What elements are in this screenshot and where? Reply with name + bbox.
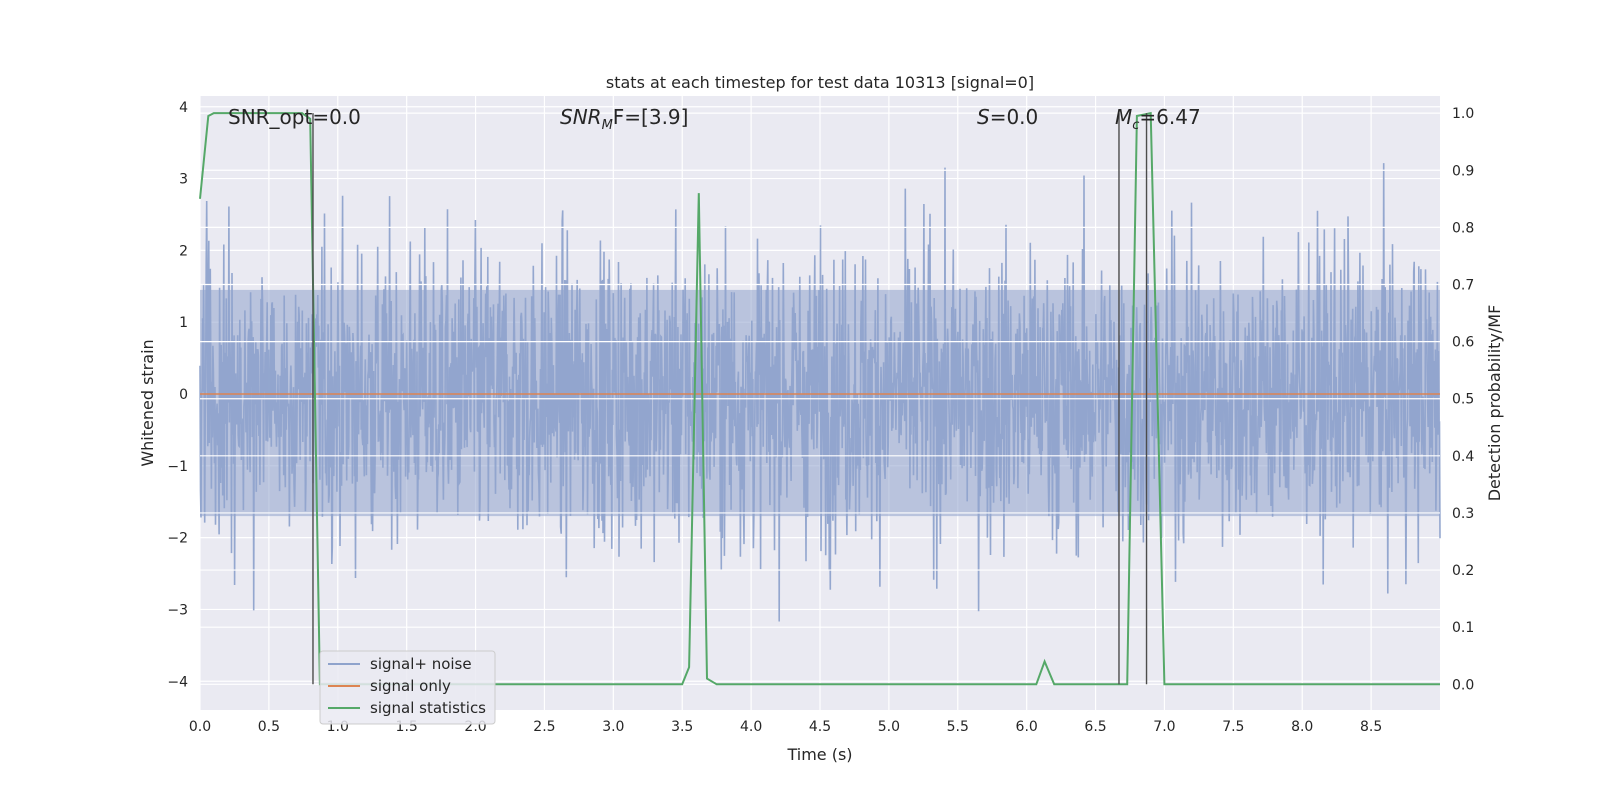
legend-label-signal: signal only bbox=[370, 677, 451, 695]
legend-label-statistics: signal statistics bbox=[370, 699, 486, 717]
y-tick-labels: 4 3 2 1 0 −1 −2 −3 −4 bbox=[167, 100, 188, 691]
y-tick-label: 1 bbox=[179, 315, 188, 331]
x-tick-label: 6.5 bbox=[1084, 719, 1106, 735]
y-tick-label: 0 bbox=[179, 387, 188, 403]
chart-title: stats at each timestep for test data 103… bbox=[606, 73, 1034, 92]
y-tick-label: 4 bbox=[179, 100, 188, 116]
y-tick-label: −1 bbox=[167, 459, 188, 475]
y2-tick-label: 0.5 bbox=[1452, 392, 1474, 408]
annotation-mc: Mc=6.47 bbox=[1115, 105, 1201, 133]
x-tick-label: 4.0 bbox=[740, 719, 762, 735]
x-tick-label: 3.5 bbox=[671, 719, 693, 735]
y2-tick-label: 0.0 bbox=[1452, 677, 1474, 693]
y2-tick-label: 0.4 bbox=[1452, 449, 1474, 465]
y2-tick-label: 0.6 bbox=[1452, 335, 1474, 351]
y2-tick-label: 0.9 bbox=[1452, 163, 1474, 179]
y2-tick-label: 0.2 bbox=[1452, 563, 1474, 579]
x-tick-label: 2.5 bbox=[533, 719, 555, 735]
y-tick-label: −4 bbox=[167, 674, 188, 690]
y2-tick-label: 0.7 bbox=[1452, 277, 1474, 293]
annotations: SNR_opt=0.0 SNRMF=[3.9] S=0.0 Mc=6.47 bbox=[228, 105, 1201, 133]
x-tick-label: 8.5 bbox=[1360, 719, 1382, 735]
legend-label-noise: signal+ noise bbox=[370, 655, 472, 673]
annotation-s: S=0.0 bbox=[977, 105, 1038, 129]
annotation-snr-mf: SNRMF=[3.9] bbox=[560, 105, 688, 133]
signal-noise-series bbox=[199, 163, 1441, 622]
x-tick-label: 8.0 bbox=[1291, 719, 1313, 735]
y2-axis-label: Detection probability/MF bbox=[1485, 305, 1504, 502]
x-tick-label: 5.0 bbox=[878, 719, 900, 735]
y2-tick-label: 0.1 bbox=[1452, 620, 1474, 636]
y2-tick-labels: 1.0 0.9 0.8 0.7 0.6 0.5 0.4 0.3 0.2 0.1 0.0 bbox=[1452, 106, 1474, 693]
y-tick-label: 2 bbox=[179, 243, 188, 259]
legend-box bbox=[319, 650, 496, 725]
y2-tick-label: 0.3 bbox=[1452, 506, 1474, 522]
x-tick-labels: 0.0 0.5 1.0 1.5 2.0 2.5 3.0 3.5 4.0 4.5 5.0 5.5 6.0 6… bbox=[189, 719, 1382, 735]
x-tick-label: 5.5 bbox=[947, 719, 969, 735]
x-tick-label: 0.5 bbox=[258, 719, 280, 735]
signal-statistics-line bbox=[199, 111, 1440, 686]
legend: signal+ noise signal only signal statist… bbox=[319, 650, 496, 725]
x-tick-label: 0.0 bbox=[189, 719, 211, 735]
series-lines bbox=[199, 111, 1440, 686]
x-tick-label: 7.0 bbox=[1153, 719, 1175, 735]
y-tick-label: −2 bbox=[167, 531, 188, 547]
y2-tick-label: 1.0 bbox=[1452, 106, 1474, 122]
x-axis-label: Time (s) bbox=[786, 745, 852, 764]
y-axis-label: Whitened strain bbox=[138, 339, 157, 466]
y2-tick-label: 0.8 bbox=[1452, 220, 1474, 236]
x-tick-label: 4.5 bbox=[809, 719, 831, 735]
x-tick-label: 3.0 bbox=[602, 719, 624, 735]
vertical-markers bbox=[312, 113, 1148, 685]
x-tick-label: 7.5 bbox=[1222, 719, 1244, 735]
y-tick-label: −3 bbox=[167, 602, 188, 618]
annotation-snr-opt: SNR_opt=0.0 bbox=[228, 105, 361, 129]
x-tick-label: 6.0 bbox=[1016, 719, 1038, 735]
noise-trace bbox=[199, 163, 1441, 622]
y-tick-label: 3 bbox=[179, 172, 188, 188]
